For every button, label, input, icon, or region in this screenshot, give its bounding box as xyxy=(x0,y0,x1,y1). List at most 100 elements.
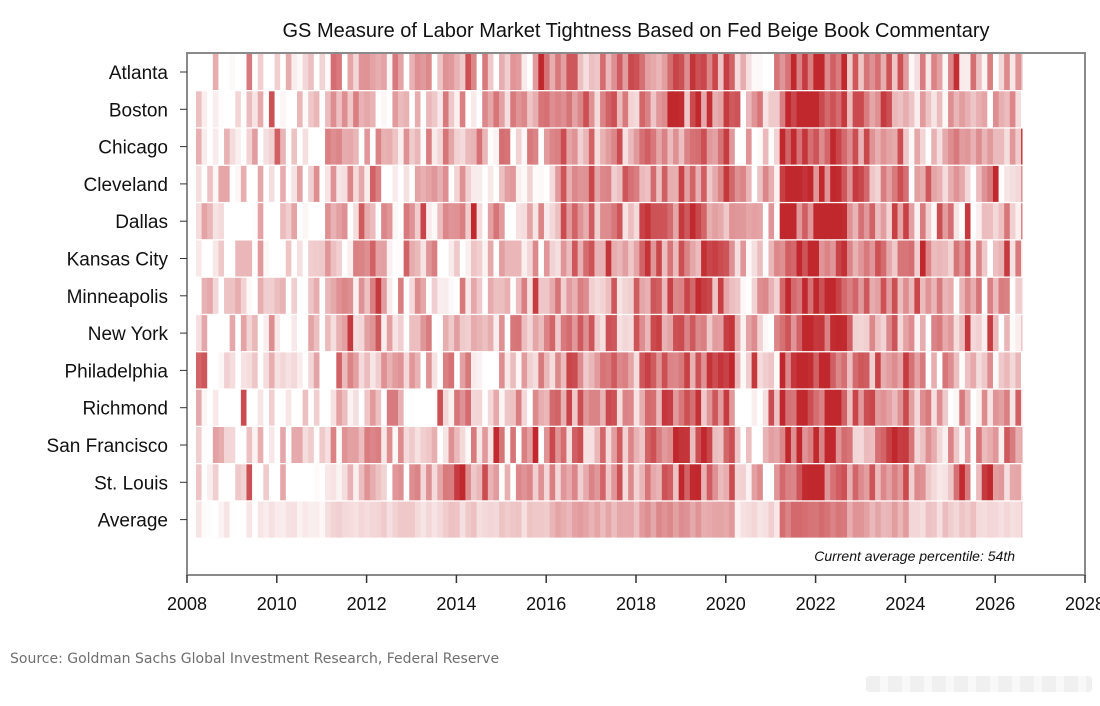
heatmap-cell xyxy=(936,54,943,90)
heatmap-cell xyxy=(942,464,949,501)
heatmap-cell xyxy=(403,54,410,90)
heatmap-cell xyxy=(774,128,781,165)
heatmap-cell xyxy=(212,389,219,426)
heatmap-cell xyxy=(263,389,270,426)
heatmap-cell xyxy=(628,427,635,463)
heatmap-cell xyxy=(280,203,287,240)
heatmap-cell xyxy=(847,352,854,389)
heatmap-cell xyxy=(274,277,281,314)
heatmap-cell xyxy=(734,389,741,426)
heatmap-cell xyxy=(746,389,753,426)
heatmap-cell xyxy=(510,91,517,128)
heatmap-cell xyxy=(280,165,287,202)
heatmap-cell xyxy=(470,501,477,538)
heatmap-cell xyxy=(375,389,382,426)
heatmap-cell xyxy=(746,128,753,165)
heatmap-cell xyxy=(796,128,803,165)
heatmap-cell xyxy=(195,240,202,277)
heatmap-cell xyxy=(897,427,904,463)
heatmap-cell xyxy=(942,240,949,277)
heatmap-cell xyxy=(364,389,371,426)
heatmap-cell xyxy=(925,165,932,202)
heatmap-cell xyxy=(689,427,696,463)
heatmap-cell xyxy=(325,165,332,202)
heatmap-cell xyxy=(459,91,466,128)
heatmap-cell xyxy=(959,464,966,501)
heatmap-cell xyxy=(252,464,259,501)
heatmap-cell xyxy=(981,389,988,426)
heatmap-cell xyxy=(914,54,921,90)
heatmap-cell xyxy=(420,352,427,389)
heatmap-cell xyxy=(936,91,943,128)
heatmap-cell xyxy=(757,389,764,426)
heatmap-cell xyxy=(841,128,848,165)
heatmap-cell xyxy=(1004,165,1011,202)
heatmap-cell xyxy=(325,315,332,352)
heatmap-cell xyxy=(431,464,438,501)
heatmap-cell xyxy=(252,501,259,538)
heatmap-cell xyxy=(998,165,1005,202)
heatmap-cell xyxy=(807,352,814,389)
chart-title: GS Measure of Labor Market Tightness Bas… xyxy=(282,20,989,42)
heatmap-cell xyxy=(454,389,461,426)
heatmap-cell xyxy=(431,54,438,90)
heatmap-cell xyxy=(459,315,466,352)
heatmap-cell xyxy=(976,427,983,463)
heatmap-cell xyxy=(1021,315,1023,352)
heatmap-cell xyxy=(386,352,393,389)
heatmap-cell xyxy=(499,352,506,389)
heatmap-cell xyxy=(538,240,545,277)
heatmap-cell xyxy=(891,165,898,202)
heatmap-cell xyxy=(695,501,702,538)
heatmap-cell xyxy=(577,501,584,538)
heatmap-cell xyxy=(364,240,371,277)
heatmap-cell xyxy=(414,277,421,314)
heatmap-cell xyxy=(375,315,382,352)
heatmap-cell xyxy=(572,315,579,352)
heatmap-cell xyxy=(897,91,904,128)
heatmap-cell xyxy=(976,315,983,352)
heatmap-cell xyxy=(830,91,837,128)
heatmap-cell xyxy=(431,203,438,240)
heatmap-cell xyxy=(869,501,876,538)
heatmap-cell xyxy=(605,427,612,463)
heatmap-cell xyxy=(504,203,511,240)
heatmap-cell xyxy=(263,54,270,90)
heatmap-cell xyxy=(369,389,376,426)
heatmap-cell xyxy=(628,352,635,389)
heatmap-cell xyxy=(835,464,842,501)
heatmap-cell xyxy=(470,91,477,128)
heatmap-cell xyxy=(656,277,663,314)
heatmap-cell xyxy=(229,315,236,352)
heatmap-cell xyxy=(740,203,747,240)
heatmap-cell xyxy=(835,501,842,538)
heatmap-cell xyxy=(330,240,337,277)
heatmap-cell xyxy=(886,464,893,501)
heatmap-cell xyxy=(555,315,562,352)
heatmap-cell xyxy=(869,389,876,426)
heatmap-cell xyxy=(897,352,904,389)
heatmap-cell xyxy=(970,128,977,165)
heatmap-cell xyxy=(818,389,825,426)
heatmap-cell xyxy=(746,165,753,202)
heatmap-cell xyxy=(656,315,663,352)
heatmap-cell xyxy=(779,352,786,389)
heatmap-cell xyxy=(285,165,292,202)
heatmap-cell xyxy=(611,128,618,165)
heatmap-cell xyxy=(762,315,769,352)
heatmap-cell xyxy=(308,389,315,426)
heatmap-cell xyxy=(336,352,343,389)
heatmap-cell xyxy=(448,389,455,426)
heatmap-cell xyxy=(302,240,309,277)
heatmap-cell xyxy=(291,427,298,463)
heatmap-cell xyxy=(459,240,466,277)
heatmap-cell xyxy=(375,277,382,314)
heatmap-cell xyxy=(487,315,494,352)
heatmap-cell xyxy=(549,54,556,90)
heatmap-cell xyxy=(470,54,477,90)
heatmap-cell xyxy=(381,427,388,463)
heatmap-cell xyxy=(476,240,483,277)
row-label: San Francisco xyxy=(47,436,168,457)
heatmap-cell xyxy=(790,165,797,202)
heatmap-cell xyxy=(302,91,309,128)
